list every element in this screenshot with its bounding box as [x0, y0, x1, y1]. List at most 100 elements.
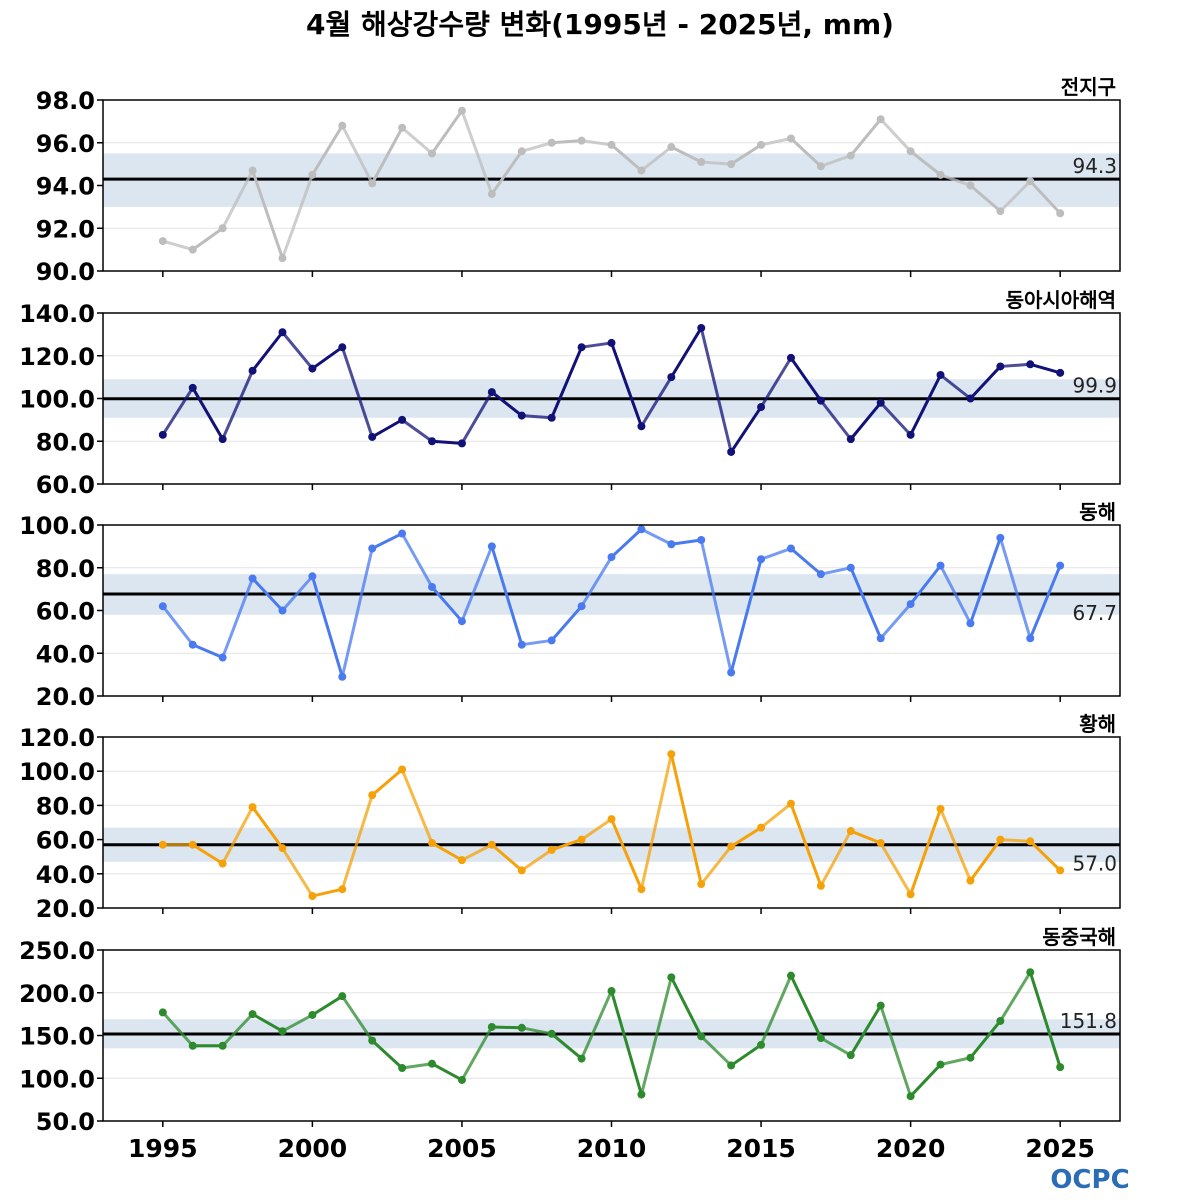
- y-tick-label: 40.0: [36, 861, 95, 889]
- data-point: [876, 1001, 885, 1010]
- series-segment: [699, 1034, 733, 1067]
- y-tick-label: 94.0: [36, 173, 95, 201]
- data-point: [577, 136, 586, 145]
- data-point: [786, 134, 795, 143]
- series-segment: [580, 555, 613, 608]
- data-point: [457, 617, 466, 626]
- y-tick-label: 150.0: [19, 1023, 95, 1051]
- y-tick-label: 92.0: [36, 215, 95, 243]
- climatology-value-label: 151.8: [1060, 1009, 1117, 1033]
- y-tick-label: 200.0: [19, 980, 95, 1008]
- data-point: [218, 859, 227, 868]
- series-segment: [520, 1026, 554, 1036]
- series-segment: [310, 345, 344, 371]
- data-point: [577, 1054, 586, 1063]
- y-tick-label: 100.0: [19, 1065, 95, 1093]
- data-point: [218, 653, 227, 662]
- series-segment: [998, 970, 1032, 1023]
- series-segment: [310, 574, 344, 679]
- series-segment: [221, 369, 255, 441]
- data-point: [577, 602, 586, 611]
- series-segment: [909, 807, 943, 896]
- data-point: [727, 842, 736, 851]
- data-point: [816, 162, 825, 171]
- series-segment: [610, 989, 643, 1096]
- data-point: [428, 149, 437, 158]
- series-segment: [191, 226, 225, 252]
- data-point: [218, 435, 227, 444]
- x-tick-label: 2010: [577, 1134, 647, 1163]
- series-segment: [430, 109, 464, 155]
- data-point: [996, 533, 1005, 542]
- y-tick-label: 100.0: [19, 386, 95, 414]
- series-segment: [998, 536, 1032, 640]
- data-point: [1026, 634, 1035, 643]
- data-point: [846, 435, 855, 444]
- data-point: [577, 343, 586, 352]
- series-segment: [430, 439, 464, 445]
- series-segment: [699, 326, 733, 454]
- data-point: [1056, 1063, 1065, 1072]
- series-segment: [909, 373, 943, 437]
- series-segment: [849, 1004, 883, 1057]
- data-point: [996, 1016, 1005, 1025]
- data-point: [278, 1027, 287, 1036]
- data-point: [547, 845, 556, 854]
- series-segment: [939, 173, 972, 187]
- series-segment: [400, 767, 434, 845]
- data-point: [936, 370, 945, 379]
- series-segment: [340, 124, 374, 185]
- series-segment: [550, 139, 584, 145]
- data-point: [667, 540, 676, 549]
- series-segment: [161, 239, 195, 252]
- series-segment: [370, 418, 404, 439]
- data-point: [906, 1092, 915, 1101]
- data-point: [1026, 360, 1035, 369]
- series-segment: [1028, 970, 1062, 1069]
- chart-panel-4: 20.0 40.0 60.0 80.0 100.0 120.0 황해 57.0: [19, 712, 1121, 923]
- data-point: [188, 245, 197, 254]
- data-point: [757, 1040, 766, 1049]
- data-point: [607, 338, 616, 347]
- x-tick-label: 2015: [726, 1134, 796, 1163]
- data-point: [308, 364, 317, 373]
- series-segment: [669, 975, 703, 1038]
- series-segment: [460, 843, 494, 862]
- data-point: [757, 555, 766, 564]
- data-point: [1056, 561, 1065, 570]
- y-tick-label: 100.0: [19, 758, 95, 786]
- y-tick-label: 20.0: [36, 683, 95, 711]
- data-point: [457, 439, 466, 448]
- data-point: [547, 1029, 556, 1038]
- data-point: [158, 430, 167, 439]
- series-segment: [430, 841, 464, 862]
- data-point: [428, 1059, 437, 1068]
- data-point: [846, 827, 855, 836]
- series-segment: [251, 169, 284, 260]
- series-segment: [849, 566, 883, 640]
- data-point: [846, 563, 855, 572]
- series-segment: [550, 838, 584, 852]
- data-point: [667, 750, 676, 759]
- series-segment: [340, 345, 374, 439]
- data-point: [876, 115, 885, 124]
- data-point: [637, 422, 646, 431]
- series-segment: [370, 532, 404, 551]
- data-point: [996, 207, 1005, 216]
- data-point: [188, 640, 197, 649]
- data-point: [876, 839, 885, 848]
- y-tick-label: 80.0: [36, 428, 95, 456]
- series-segment: [550, 604, 584, 642]
- data-point: [936, 1060, 945, 1069]
- data-point: [667, 143, 676, 152]
- data-point: [278, 844, 287, 853]
- data-point: [637, 525, 646, 534]
- data-point: [487, 840, 496, 849]
- data-point: [248, 1010, 257, 1019]
- series-segment: [221, 1012, 255, 1048]
- chart-panels: 90.0 92.0 94.0 96.0 98.0 전지구 94.3 60.0 80.0 100.0…: [19, 75, 1121, 1136]
- series-segment: [370, 126, 404, 185]
- series-segment: [370, 1039, 404, 1070]
- y-tick-label: 100.0: [19, 512, 95, 540]
